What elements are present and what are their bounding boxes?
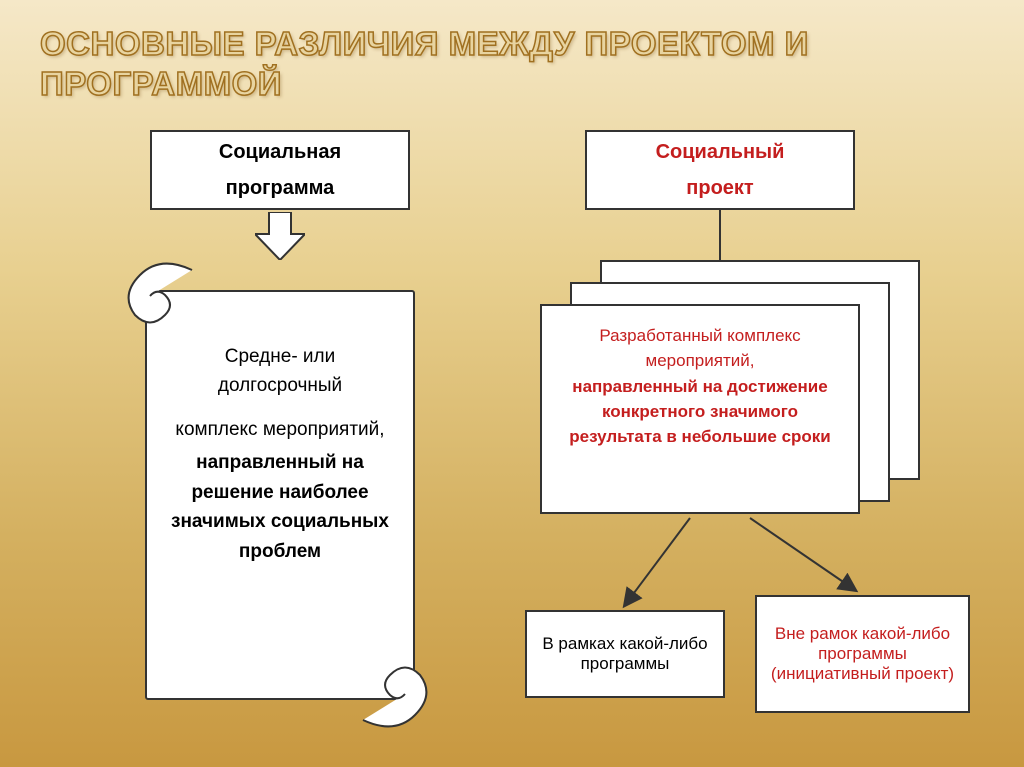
stacked-papers: Разработанный комплекс мероприятий, напр… — [540, 260, 930, 520]
paper-text-normal: Разработанный комплекс мероприятий, — [568, 324, 832, 373]
header-program-line2: программа — [226, 170, 335, 206]
header-box-program: Социальная программа — [150, 130, 410, 210]
scroll-shape: Средне- или долгосрочный комплекс меропр… — [110, 260, 445, 730]
paper-front: Разработанный комплекс мероприятий, напр… — [540, 304, 860, 514]
paper-text-bold: направленный на достижение конкретного з… — [568, 375, 832, 449]
header-box-project: Социальный проект — [585, 130, 855, 210]
block-arrow-down-icon — [255, 212, 305, 260]
bottom-box-outside-program: Вне рамок какой-либо программы (инициати… — [755, 595, 970, 713]
bottom-right-text: Вне рамок какой-либо программы (инициати… — [769, 624, 956, 684]
scroll-text-bold: направленный на решение наиболее значимы… — [171, 448, 389, 566]
scroll-text-normal2: комплекс мероприятий, — [171, 415, 389, 444]
scroll-curl-top-icon — [110, 260, 195, 330]
scroll-body: Средне- или долгосрочный комплекс меропр… — [145, 290, 415, 700]
bottom-left-text: В рамках какой-либо программы — [539, 634, 711, 674]
slide-title: ОСНОВНЫЕ РАЗЛИЧИЯ МЕЖДУ ПРОЕКТОМ И ПРОГР… — [0, 0, 1024, 113]
header-project-line2: проект — [686, 170, 753, 206]
scroll-text-normal1: Средне- или долгосрочный — [171, 342, 389, 401]
scroll-curl-bottom-icon — [360, 660, 445, 730]
connector-line-icon — [715, 210, 725, 265]
header-program-line1: Социальная — [219, 134, 341, 170]
header-project-line1: Социальный — [656, 134, 785, 170]
bottom-box-within-program: В рамках какой-либо программы — [525, 610, 725, 698]
